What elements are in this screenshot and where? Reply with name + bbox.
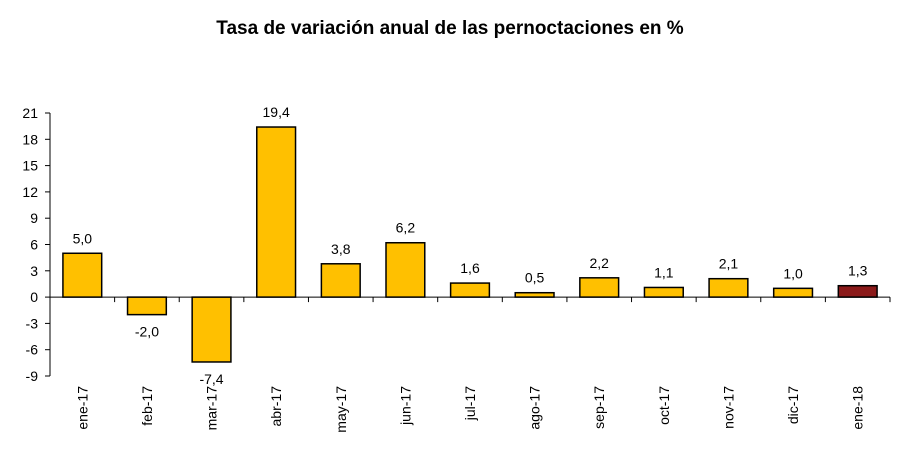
bar-jun-17 [385,241,426,298]
bar-dic-17 [772,287,814,298]
bar-sep-17 [579,277,620,298]
data-label: 1,3 [848,263,868,279]
y-tick-label: 3 [30,263,38,279]
x-axis: ene-17 feb-17 mar-17 abr-17 may-17 jun-17 jul-… [50,296,891,433]
bar-mar-17 [191,296,232,363]
data-label: 0,5 [525,270,545,286]
x-tick-label: ago-17 [527,386,543,430]
y-tick-label: 6 [30,237,38,253]
x-tick-label: feb-17 [139,386,155,426]
bars-group: 5,0 -2,0 -7,4 19,4 3,8 6,2 1,6 0,5 2,2 1,1 2,1 1,0 1… [62,104,878,387]
x-tick-label: sep-17 [591,386,607,429]
chart-title: Tasa de variación anual de las pernoctac… [216,18,684,39]
x-tick-label: ene-18 [850,386,866,430]
y-tick-label: 21 [22,105,38,121]
x-tick-label: dic-17 [785,386,801,424]
data-label: -7,4 [199,371,223,387]
y-tick-label: 18 [22,131,38,147]
data-label: 2,2 [589,255,609,271]
y-tick-label: 12 [22,184,38,200]
x-tick-label: may-17 [333,386,349,433]
bar-ene-18 [837,284,878,298]
data-label: 1,6 [460,260,480,276]
data-label: -2,0 [135,324,159,340]
x-tick-label: nov-17 [720,386,736,429]
bar-ago-17 [514,291,555,298]
x-tick-label: ene-17 [74,386,90,430]
data-label: 1,0 [783,265,803,281]
y-tick-label: -3 [26,315,39,331]
data-label: 2,1 [719,256,739,272]
y-tick-label: -6 [26,342,39,358]
y-axis: 21 18 15 12 9 6 3 0 -3 -6 -9 [22,105,51,384]
bar-ene-17 [62,252,103,298]
bar-abr-17 [256,126,297,298]
y-tick-label: 0 [30,289,38,305]
data-label: 5,0 [73,230,93,246]
x-tick-label: jul-17 [462,386,478,421]
bar-nov-17 [708,277,749,298]
y-tick-label: 9 [30,210,38,226]
y-tick-label: 15 [22,158,38,174]
x-tick-label: mar-17 [204,386,220,431]
x-tick-label: jun-17 [397,386,413,426]
y-tick-label: -9 [26,368,39,384]
bar-oct-17 [643,286,684,298]
data-label: 3,8 [331,241,351,257]
bar-jul-17 [449,282,491,298]
bar-feb-17 [126,296,168,316]
data-label: 1,1 [654,264,674,280]
bar-may-17 [320,263,361,298]
data-label: 19,4 [263,104,290,120]
data-label: 6,2 [396,220,416,236]
x-tick-label: oct-17 [656,386,672,425]
x-tick-label: abr-17 [268,386,284,427]
